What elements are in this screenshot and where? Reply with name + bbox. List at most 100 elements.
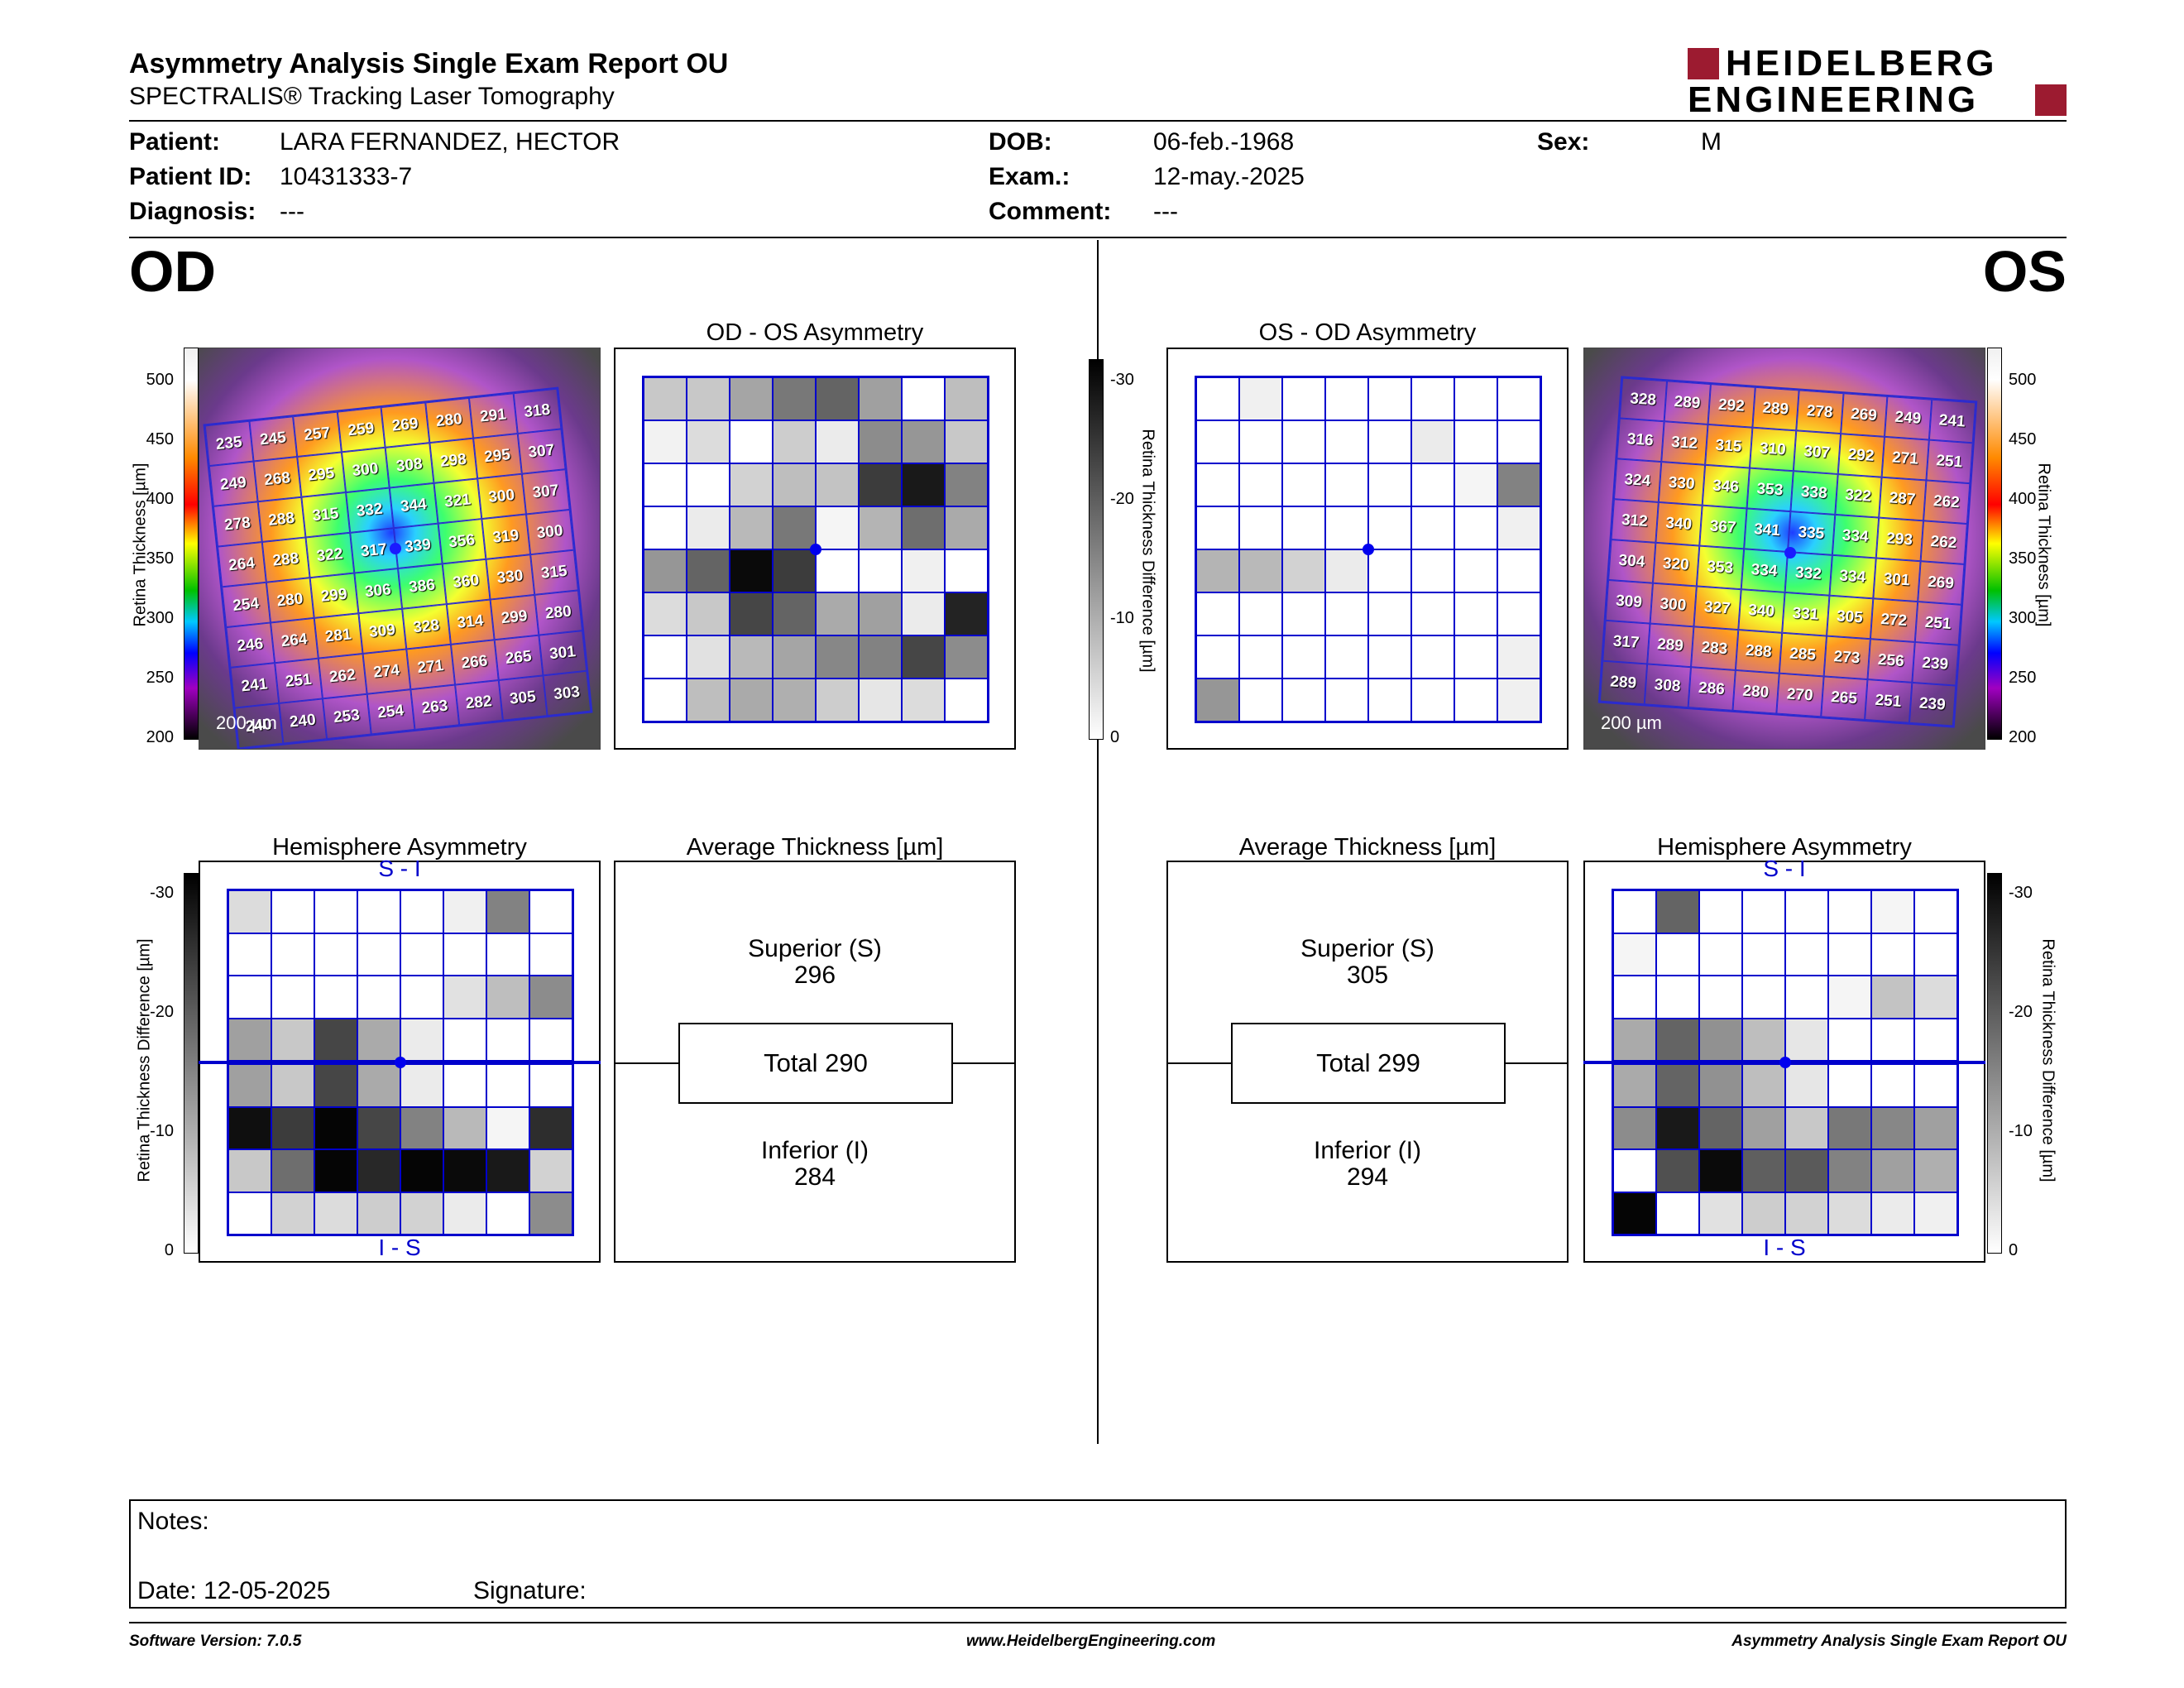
od-thickness-cell: 280 <box>266 578 314 623</box>
os-asym-cell <box>1368 549 1411 592</box>
comment-label: Comment: <box>989 198 1112 225</box>
od-thickness-tick: 450 <box>146 430 174 448</box>
os-asym-cell <box>1325 420 1368 463</box>
os-hemi-cell <box>1699 1106 1742 1149</box>
od-thickness-tick: 300 <box>146 609 174 627</box>
logo-square-left <box>1688 48 1719 79</box>
os-asym-cell <box>1325 635 1368 679</box>
od-thickness-cell: 259 <box>337 407 386 453</box>
footer-website[interactable]: www.HeidelbergEngineering.com <box>966 1633 1216 1650</box>
od-eye-label: OD <box>129 239 216 304</box>
exam-date: 12-may.-2025 <box>1153 163 1305 190</box>
od-asym-cell <box>644 679 687 722</box>
od-hemi-cell <box>400 1064 443 1107</box>
od-hemi-cell <box>357 933 400 976</box>
os-hemi-cell <box>1785 1106 1828 1149</box>
os-hemi-cell <box>1914 890 1957 933</box>
od-thickness-cell: 266 <box>450 640 499 685</box>
company-logo: HEIDELBERG ENGINEERING <box>1688 43 2068 120</box>
os-hemi-cell <box>1871 1064 1914 1107</box>
od-hemi-cell <box>228 976 271 1019</box>
od-hemi-cell <box>271 1149 314 1192</box>
od-thickness-cell: 299 <box>490 594 539 640</box>
os-thickness-tick: 400 <box>2009 490 2037 508</box>
od-thickness-cell: 300 <box>525 509 574 555</box>
os-thickness-cell: 331 <box>1782 592 1829 636</box>
od-asym-cell <box>816 463 859 506</box>
os-thickness-cell: 353 <box>1696 545 1744 590</box>
od-thickness-tick: 250 <box>146 669 174 687</box>
od-hemi-cell <box>400 1106 443 1149</box>
od-hemi-cell <box>228 1018 271 1061</box>
od-thickness-cell: 328 <box>402 604 451 650</box>
od-thickness-cell: 309 <box>357 608 407 655</box>
od-thickness-cell: 269 <box>381 402 429 448</box>
od-hemi-cell <box>314 976 357 1019</box>
os-asym-cell <box>1497 592 1540 635</box>
os-thickness-cell: 292 <box>1707 384 1755 428</box>
od-asym-cell <box>687 549 730 592</box>
os-asym-cell <box>1368 377 1411 420</box>
od-thickness-map: 235 245 257 259 269 280 291 318 249 268 295 300 308 2… <box>199 348 601 750</box>
od-hemi-cell <box>400 1149 443 1192</box>
os-asym-cell <box>1325 377 1368 420</box>
os-inferior-label: Inferior (I) <box>1313 1137 1422 1164</box>
os-thickness-cell: 316 <box>1616 418 1664 463</box>
os-hemi-cell <box>1742 976 1785 1019</box>
od-hemi-cell <box>314 1064 357 1107</box>
od-hemi-tick: 0 <box>164 1241 174 1259</box>
os-thickness-cell: 262 <box>1920 520 1967 564</box>
od-avg-panel: Superior (S) 296 Total 290 Inferior (I) … <box>614 861 1016 1263</box>
od-thickness-cell: 315 <box>529 549 578 595</box>
os-asym-cell <box>1368 592 1411 635</box>
os-hemi-cell <box>1742 1064 1785 1107</box>
od-hemi-cell <box>271 1192 314 1235</box>
od-thickness-cell: 278 <box>213 501 262 547</box>
od-thickness-axis-label: Retina Thickness [µm] <box>131 463 150 627</box>
od-asym-cell <box>644 635 687 679</box>
od-thickness-cell: 268 <box>253 456 302 502</box>
os-thickness-cell: 353 <box>1746 468 1794 512</box>
od-hemi-cell <box>400 890 443 933</box>
patient-name: LARA FERNANDEZ, HECTOR <box>280 128 620 156</box>
os-thickness-cell: 285 <box>1779 632 1827 677</box>
patient-label: Patient: <box>129 128 221 156</box>
os-asym-cell <box>1239 592 1282 635</box>
od-hemi-cell <box>443 1106 486 1149</box>
od-hemi-cell <box>529 933 572 976</box>
os-asym-cell <box>1368 420 1411 463</box>
os-thickness-cell: 315 <box>1705 424 1752 468</box>
od-asym-cell <box>902 463 945 506</box>
os-hemi-cell <box>1785 976 1828 1019</box>
od-thickness-cell: 356 <box>438 519 486 564</box>
od-thickness-cell: 307 <box>517 429 566 474</box>
os-asym-cell <box>1411 506 1454 549</box>
od-asym-cell <box>945 420 988 463</box>
od-thickness-cell: 263 <box>410 684 459 730</box>
od-asym-cell <box>945 463 988 506</box>
os-hemi-cell <box>1742 1192 1785 1235</box>
os-thickness-cell: 289 <box>1751 386 1799 431</box>
od-inferior-label: Inferior (I) <box>760 1137 869 1164</box>
od-thickness-cell: 300 <box>477 473 526 520</box>
os-asym-grid <box>1195 376 1542 723</box>
od-asym-cell <box>859 420 902 463</box>
os-eye-label: OS <box>1982 239 2067 304</box>
os-hemi-cell <box>1656 890 1699 933</box>
os-asym-cell <box>1239 377 1282 420</box>
os-asym-cell <box>1196 635 1239 679</box>
od-thickness-cell: 295 <box>297 452 346 497</box>
os-asym-cell <box>1411 549 1454 592</box>
od-hemi-cell <box>271 976 314 1019</box>
os-hemi-tick: 0 <box>2009 1241 2019 1259</box>
os-hemi-grid-upper <box>1612 889 1959 1062</box>
od-thickness-cell: 319 <box>481 514 530 559</box>
logo-text-line1: HEIDELBERG <box>1726 43 1998 84</box>
od-asym-cell <box>687 635 730 679</box>
od-hemi-cell <box>271 933 314 976</box>
os-asym-cell <box>1325 463 1368 506</box>
od-thickness-cell: 314 <box>446 599 495 645</box>
od-asym-cell <box>687 420 730 463</box>
os-thickness-cell: 332 <box>1784 552 1832 596</box>
os-thickness-tick: 250 <box>2009 669 2037 687</box>
